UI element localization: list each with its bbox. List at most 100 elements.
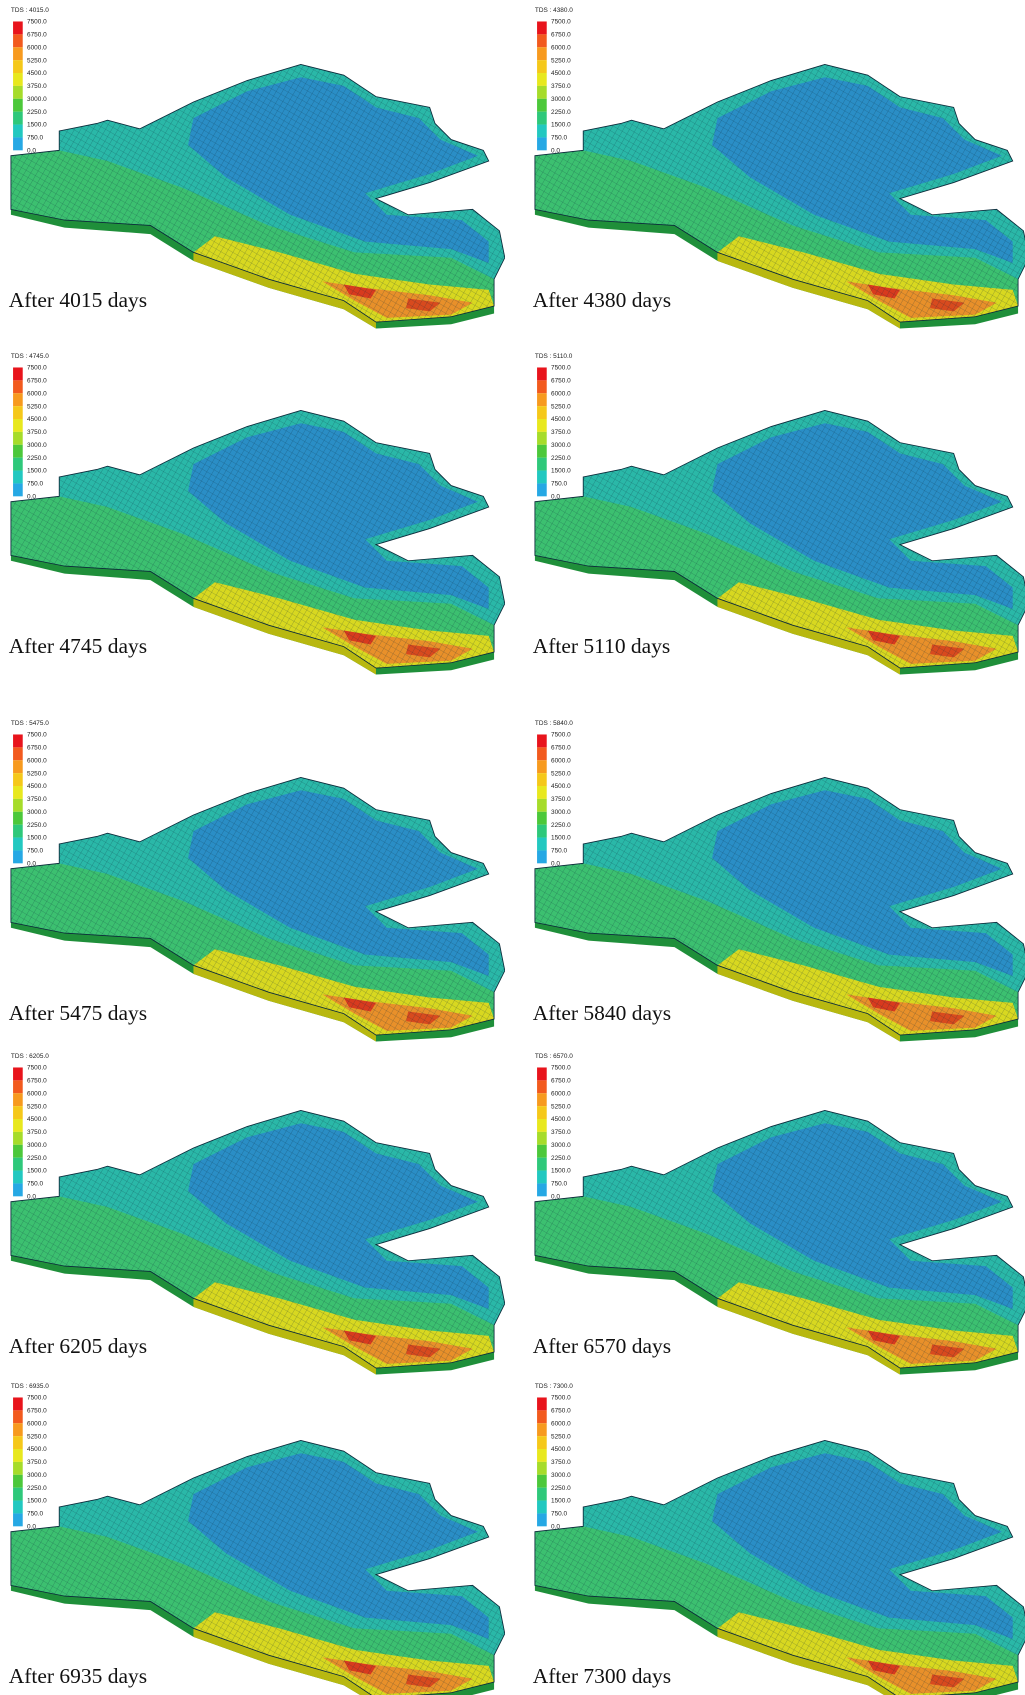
legend-label: 5250.0 xyxy=(27,57,47,64)
legend-swatch xyxy=(537,1106,547,1120)
legend-swatch xyxy=(13,457,23,471)
legend-swatch xyxy=(13,367,23,381)
legend-swatch xyxy=(537,21,547,35)
legend-swatch xyxy=(537,444,547,458)
legend-swatch xyxy=(537,1487,547,1501)
legend-swatch xyxy=(537,1474,547,1488)
legend-swatch xyxy=(13,393,23,407)
legend-swatch xyxy=(13,1423,23,1437)
legend-swatch xyxy=(13,811,23,825)
legend-label: 5250.0 xyxy=(27,1103,47,1110)
legend-label: 7500.0 xyxy=(27,732,47,739)
legend-label: 0.0 xyxy=(551,1193,560,1200)
legend-swatch xyxy=(13,1397,23,1411)
legend-label: 4500.0 xyxy=(551,1116,571,1123)
legend-label: 6000.0 xyxy=(27,757,47,764)
legend-swatch xyxy=(13,85,23,99)
legend-swatch xyxy=(537,1144,547,1158)
model-view xyxy=(10,1439,505,1695)
legend-label: 0.0 xyxy=(27,1193,36,1200)
legend-swatch xyxy=(13,734,23,748)
legend-label: 7500.0 xyxy=(551,732,571,739)
legend-label: 6000.0 xyxy=(551,1090,571,1097)
legend-label: 5250.0 xyxy=(27,403,47,410)
legend-swatch xyxy=(537,1397,547,1411)
legend-label: 6750.0 xyxy=(551,32,571,39)
legend-label: 3750.0 xyxy=(27,83,47,90)
legend-label: 0.0 xyxy=(551,1523,560,1530)
legend-swatch xyxy=(13,824,23,838)
legend-label: 5250.0 xyxy=(27,770,47,777)
panel: TDS : 6935.0 7500.0 6750.0 6000.0 5250.0 4500… xyxy=(0,1376,505,1695)
model-view xyxy=(534,1439,1025,1695)
legend-swatch xyxy=(13,1183,23,1197)
legend-label: 2250.0 xyxy=(27,1155,47,1162)
legend-swatch xyxy=(13,837,23,851)
legend-swatch xyxy=(13,1436,23,1450)
legend-swatch xyxy=(13,73,23,86)
legend-swatch xyxy=(13,1067,23,1081)
panel-view: TDS : 7300.0 7500.0 6750.0 6000.0 5250.0 4500… xyxy=(533,1383,1025,1695)
legend-swatch xyxy=(13,431,23,445)
legend-swatch xyxy=(537,111,547,125)
legend-swatch xyxy=(13,850,23,864)
legend-label: 5250.0 xyxy=(551,403,571,410)
legend-label: 6000.0 xyxy=(551,390,571,397)
legend-swatch xyxy=(537,1449,547,1462)
legend-swatch xyxy=(13,124,23,138)
legend-label: 0.0 xyxy=(551,493,560,500)
legend-swatch xyxy=(13,1157,23,1171)
legend-swatch xyxy=(537,98,547,112)
legend-label: 1500.0 xyxy=(551,468,571,475)
legend-swatch xyxy=(13,34,23,48)
legend-label: 0.0 xyxy=(27,147,36,154)
panel-view: TDS : 5475.0 7500.0 6750.0 6000.0 5250.0 4500… xyxy=(9,720,505,1042)
legend-label: 3750.0 xyxy=(551,429,571,436)
legend-label: 6750.0 xyxy=(551,1078,571,1085)
legend-label: 5250.0 xyxy=(551,57,571,64)
legend-label: 3000.0 xyxy=(27,442,47,449)
panel-view: TDS : 4015.0 7500.0 6750.0 6000.0 5250.0 4500… xyxy=(9,7,505,329)
legend-label: 3000.0 xyxy=(27,96,47,103)
caption: After 4745 days xyxy=(9,634,147,658)
legend-label: 6000.0 xyxy=(27,44,47,51)
legend-label: 3000.0 xyxy=(551,442,571,449)
legend-swatch xyxy=(537,419,547,432)
legend-swatch xyxy=(537,1423,547,1437)
caption: After 4015 days xyxy=(9,288,147,312)
legend-swatch xyxy=(537,747,547,761)
legend-swatch xyxy=(537,457,547,471)
panel: TDS : 7300.0 7500.0 6750.0 6000.0 5250.0 4500… xyxy=(524,1376,1025,1695)
legend-swatch xyxy=(537,431,547,445)
legend-swatch xyxy=(537,811,547,825)
legend-title: TDS : 5840.0 xyxy=(535,720,573,727)
legend-label: 3750.0 xyxy=(551,1459,571,1466)
legend-label: 1500.0 xyxy=(27,1168,47,1175)
legend-label: 3750.0 xyxy=(27,1459,47,1466)
legend-label: 5250.0 xyxy=(551,1103,571,1110)
legend-swatch xyxy=(13,1474,23,1488)
legend-swatch xyxy=(537,34,547,48)
legend-swatch xyxy=(13,1513,23,1527)
legend-label: 4500.0 xyxy=(27,1446,47,1453)
legend-swatch xyxy=(13,1093,23,1107)
legend-swatch xyxy=(13,786,23,799)
legend-swatch xyxy=(537,406,547,420)
legend-label: 3750.0 xyxy=(551,1129,571,1136)
legend-label: 4500.0 xyxy=(551,416,571,423)
panel: TDS : 4745.0 7500.0 6750.0 6000.0 5250.0 4500… xyxy=(0,346,505,681)
legend-label: 3000.0 xyxy=(27,809,47,816)
legend-swatch xyxy=(537,1183,547,1197)
legend-swatch xyxy=(13,798,23,812)
legend-swatch xyxy=(537,1410,547,1424)
panel-view: TDS : 5110.0 7500.0 6750.0 6000.0 5250.0 4500… xyxy=(533,353,1025,675)
legend-label: 6750.0 xyxy=(551,1408,571,1415)
legend-swatch xyxy=(537,798,547,812)
caption: After 5110 days xyxy=(533,634,671,658)
legend-swatch xyxy=(13,1144,23,1158)
legend-label: 0.0 xyxy=(551,147,560,154)
legend-swatch xyxy=(537,824,547,838)
legend-swatch xyxy=(537,1436,547,1450)
legend-label: 750.0 xyxy=(551,135,568,142)
